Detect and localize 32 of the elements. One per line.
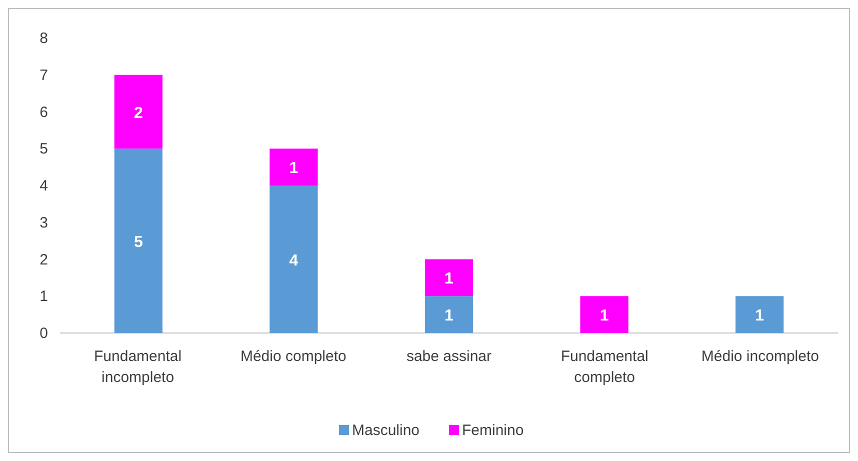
y-tick-label: 7 [40,66,48,84]
data-label: 1 [289,160,298,178]
y-tick-label: 6 [40,104,48,121]
data-label: 1 [600,308,609,325]
legend-label: Feminino [462,422,524,439]
bar [424,296,474,333]
legend-label: Masculino [352,422,420,439]
x-tick-label: sabe assinar [406,348,492,365]
x-tick-label: Fundamental incompleto [94,348,182,386]
bar [424,259,474,296]
y-tick-label: 2 [40,251,48,268]
bar [270,148,318,186]
data-label: 1 [444,270,454,288]
bar [580,296,628,333]
y-tick-label: 1 [40,288,48,306]
data-label: 5 [134,234,143,251]
x-tick-label: Médio incompleto [701,348,819,365]
x-tick-label: Fundamental completo [560,348,648,386]
y-tick-label: 0 [40,325,48,342]
data-label: 1 [444,308,454,325]
x-tick-label: Médio completo [240,348,346,365]
bar [114,74,162,149]
y-tick-label: 4 [40,178,48,194]
y-tick-label: 5 [40,140,48,158]
bar [736,296,784,333]
data-label: 2 [134,104,143,122]
bar [270,186,318,333]
data-label: 4 [289,252,298,270]
data-label: 1 [755,308,764,325]
y-tick-label: 8 [40,30,48,47]
bar [114,148,162,333]
y-tick-label: 3 [40,214,48,232]
